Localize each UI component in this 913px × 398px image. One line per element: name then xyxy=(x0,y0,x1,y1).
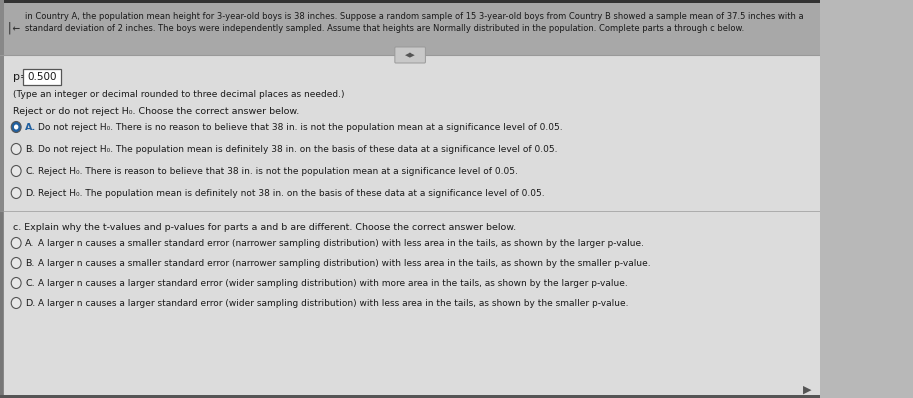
Text: ▶: ▶ xyxy=(803,385,812,395)
Text: A.: A. xyxy=(26,238,35,248)
Text: c. Explain why the t-values and p-values for parts a and b are different. Choose: c. Explain why the t-values and p-values… xyxy=(13,223,516,232)
Bar xyxy=(0,0,4,398)
Circle shape xyxy=(11,238,21,248)
Bar xyxy=(0,0,820,55)
Text: D.: D. xyxy=(26,298,36,308)
Text: standard deviation of 2 inches. The boys were independently sampled. Assume that: standard deviation of 2 inches. The boys… xyxy=(26,24,744,33)
Circle shape xyxy=(11,277,21,289)
Text: A larger n causes a smaller standard error (narrower sampling distribution) with: A larger n causes a smaller standard err… xyxy=(37,258,650,267)
Circle shape xyxy=(14,125,18,129)
Bar xyxy=(0,211,3,398)
Text: A larger n causes a larger standard error (wider sampling distribution) with les: A larger n causes a larger standard erro… xyxy=(37,298,628,308)
Circle shape xyxy=(11,166,21,176)
FancyBboxPatch shape xyxy=(394,47,425,63)
Bar xyxy=(0,0,820,3)
Text: Do not reject H₀. There is no reason to believe that 38 in. is not the populatio: Do not reject H₀. There is no reason to … xyxy=(37,123,562,131)
Text: Do not reject H₀. The population mean is definitely 38 in. on the basis of these: Do not reject H₀. The population mean is… xyxy=(37,144,557,154)
Bar xyxy=(0,55,820,398)
Text: Reject H₀. The population mean is definitely not 38 in. on the basis of these da: Reject H₀. The population mean is defini… xyxy=(37,189,544,197)
Text: Reject H₀. There is reason to believe that 38 in. is not the population mean at : Reject H₀. There is reason to believe th… xyxy=(37,166,518,176)
Bar xyxy=(0,395,820,398)
Text: A larger n causes a larger standard error (wider sampling distribution) with mor: A larger n causes a larger standard erro… xyxy=(37,279,627,287)
Bar xyxy=(24,69,61,85)
Text: B.: B. xyxy=(26,258,35,267)
Text: A.: A. xyxy=(26,123,37,131)
Text: p=: p= xyxy=(13,72,29,82)
Text: C.: C. xyxy=(26,166,35,176)
Text: in Country A, the population mean height for 3-year-old boys is 38 inches. Suppo: in Country A, the population mean height… xyxy=(26,12,803,21)
Circle shape xyxy=(11,121,21,133)
Circle shape xyxy=(11,258,21,269)
Text: B.: B. xyxy=(26,144,35,154)
Text: |←: |← xyxy=(5,21,20,35)
Text: C.: C. xyxy=(26,279,35,287)
Text: 0.500: 0.500 xyxy=(27,72,57,82)
Text: Reject or do not reject H₀. Choose the correct answer below.: Reject or do not reject H₀. Choose the c… xyxy=(13,107,299,116)
Text: (Type an integer or decimal rounded to three decimal places as needed.): (Type an integer or decimal rounded to t… xyxy=(13,90,344,99)
Circle shape xyxy=(11,297,21,308)
Circle shape xyxy=(11,144,21,154)
Text: A larger n causes a smaller standard error (narrower sampling distribution) with: A larger n causes a smaller standard err… xyxy=(37,238,644,248)
Text: ◀▶: ◀▶ xyxy=(404,52,415,58)
Circle shape xyxy=(11,187,21,199)
Text: D.: D. xyxy=(26,189,36,197)
